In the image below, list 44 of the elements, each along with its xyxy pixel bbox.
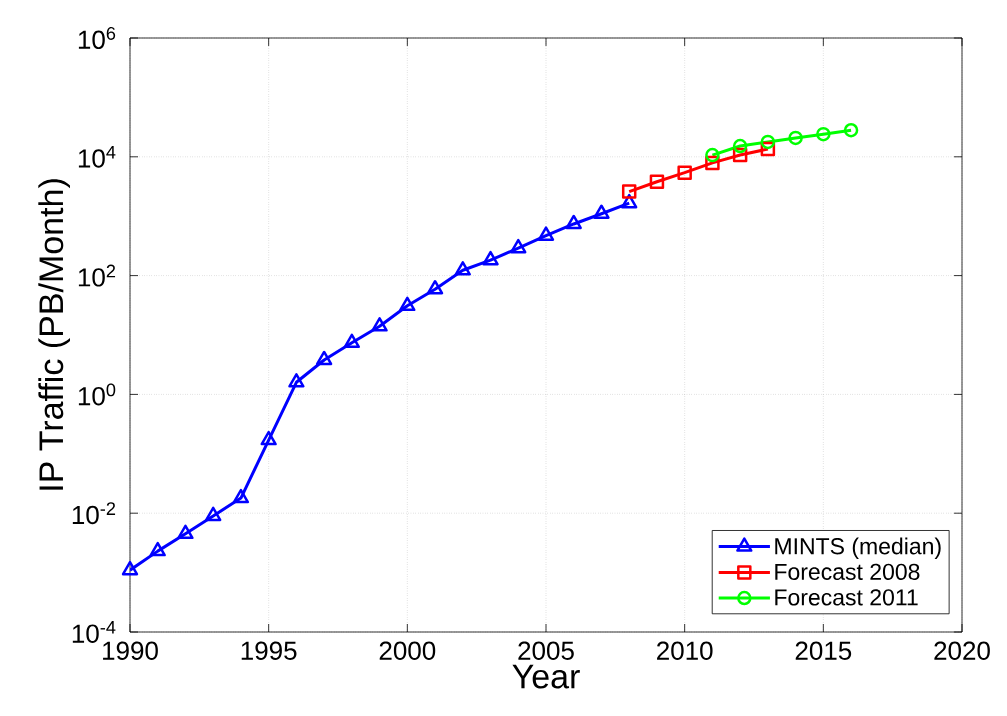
point — [315, 350, 333, 366]
y-axis-title: IP Traffic (PB/Month) — [38, 179, 70, 490]
point — [399, 296, 416, 312]
point — [705, 147, 720, 163]
y-tick-label: 10$^{0}$ — [78, 383, 116, 406]
point — [816, 126, 831, 142]
y-tick-label: 10$^{-2}$ — [72, 502, 116, 525]
point — [205, 506, 222, 522]
point — [121, 560, 139, 576]
point — [343, 333, 361, 349]
legend-label: Forecast 2011 — [775, 589, 918, 606]
x-tick-label: 2005 — [518, 641, 574, 660]
y-tick-label: 10$^{4}$ — [78, 145, 116, 168]
point — [482, 250, 499, 266]
x-tick-label: 1995 — [241, 641, 297, 660]
legend-label: Forecast 2008 — [775, 563, 920, 580]
point — [843, 122, 859, 138]
point — [621, 184, 637, 199]
point — [677, 165, 692, 180]
y-tick-label: 10$^{2}$ — [78, 264, 116, 287]
point — [232, 488, 250, 504]
point — [788, 130, 803, 146]
x-axis-title: Year — [512, 664, 580, 689]
legend-label: MINTS (median) — [775, 537, 941, 559]
x-tick-label: 1990 — [103, 641, 158, 660]
x-tick-label: 2000 — [379, 641, 436, 660]
x-tick-label: 2010 — [657, 641, 713, 660]
point — [260, 430, 277, 446]
point — [426, 279, 444, 295]
point — [537, 226, 555, 241]
point — [177, 524, 194, 540]
point — [149, 541, 166, 557]
point — [593, 204, 610, 219]
x-tick-label: 2020 — [934, 641, 990, 660]
point — [454, 261, 471, 276]
point — [288, 373, 305, 388]
point — [649, 174, 665, 190]
point — [732, 138, 748, 154]
point — [565, 214, 582, 230]
y-tick-label: 10$^{6}$ — [78, 27, 116, 49]
point — [510, 238, 527, 254]
point — [760, 134, 776, 150]
x-tick-label: 2015 — [795, 641, 852, 660]
point — [371, 317, 388, 332]
